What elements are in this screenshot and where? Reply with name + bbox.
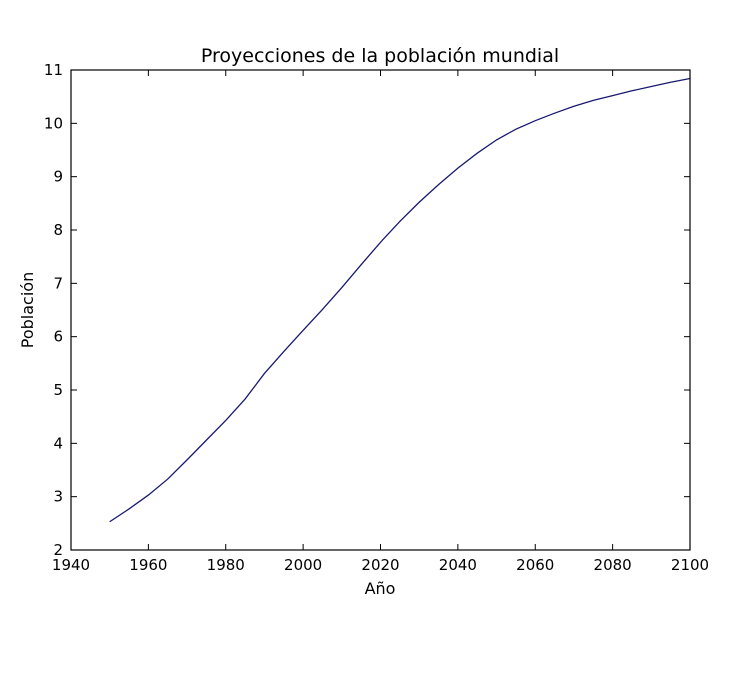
y-tick-label: 9 (53, 168, 63, 186)
x-tick-label: 2040 (439, 556, 477, 574)
x-tick-label: 1960 (129, 556, 167, 574)
y-tick-label: 8 (53, 221, 63, 239)
y-tick-label: 5 (53, 381, 63, 399)
y-tick-label: 4 (53, 434, 63, 452)
x-tick-label: 2080 (594, 556, 632, 574)
y-tick-label: 10 (44, 114, 63, 132)
x-tick-label: 2060 (516, 556, 554, 574)
y-axis-title: Población (18, 272, 37, 348)
axis-ticks: 1940 1960 1980 2000 2020 2040 2060 2080 2100 2 3 4 5… (44, 61, 709, 574)
y-tick-label: 11 (44, 61, 63, 79)
y-tick-label: 2 (53, 541, 63, 559)
y-tick-label: 3 (53, 488, 63, 506)
x-tick-label: 1980 (207, 556, 245, 574)
x-tick-label: 2000 (284, 556, 322, 574)
x-axis-title: Año (365, 579, 396, 598)
y-tick-label: 6 (53, 328, 63, 346)
chart-title: Proyecciones de la población mundial (201, 45, 559, 67)
x-tick-label: 2020 (361, 556, 399, 574)
plot-frame (70, 69, 691, 551)
y-tick-label: 7 (53, 274, 63, 292)
series-line (109, 77, 691, 523)
x-tick-label: 1940 (52, 556, 90, 574)
plot-area (109, 77, 691, 523)
x-tick-label: 2100 (671, 556, 709, 574)
